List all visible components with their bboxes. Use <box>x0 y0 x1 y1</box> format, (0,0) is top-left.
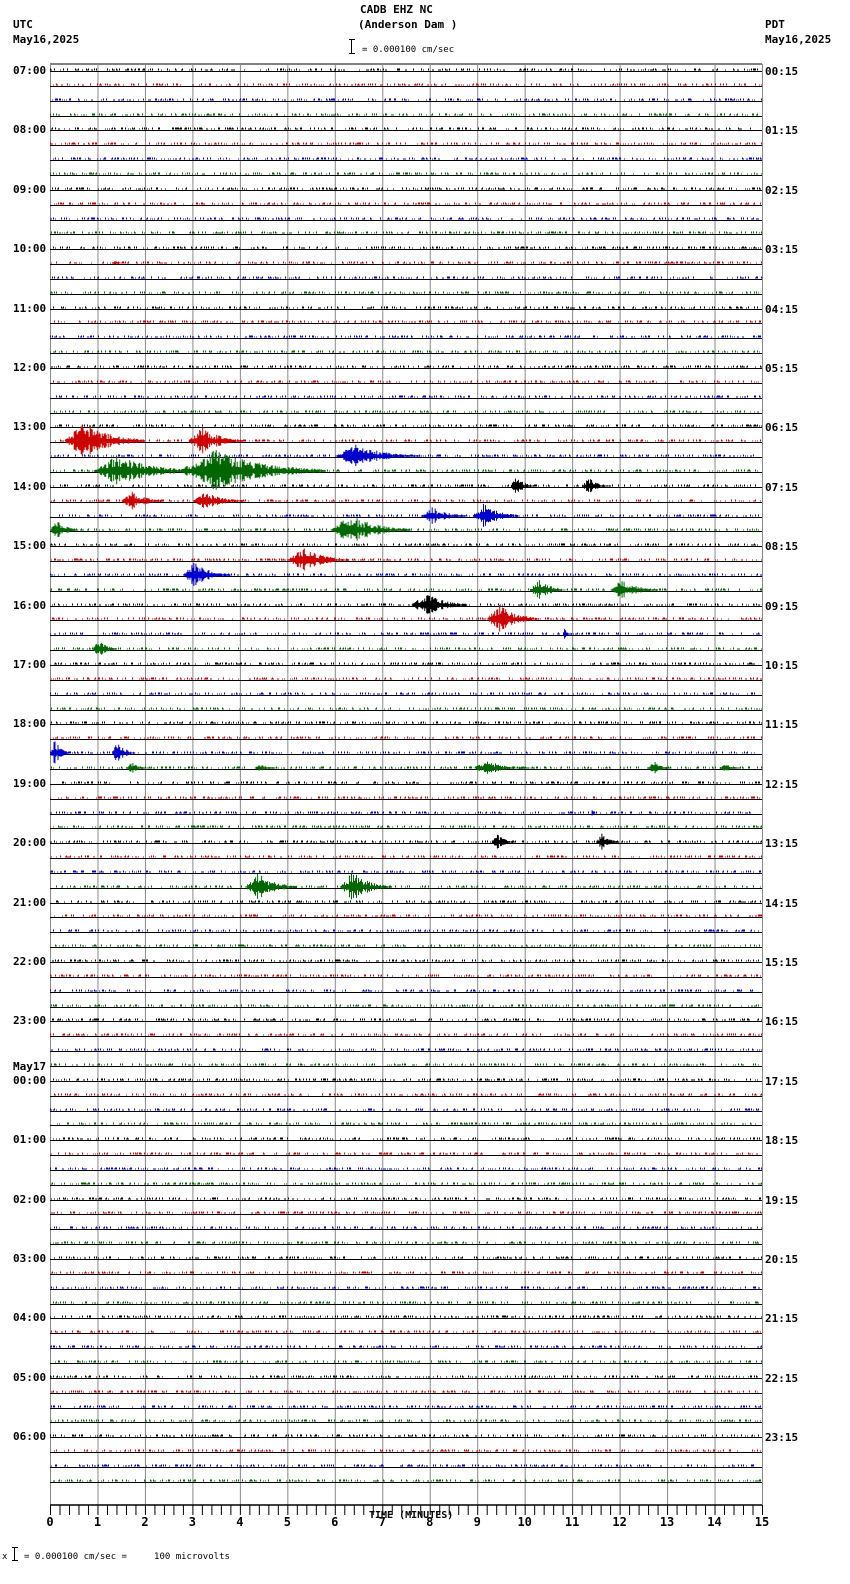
footer-marker: x <box>2 1552 8 1562</box>
utc-time-label: 12:00 <box>13 361 47 374</box>
pdt-time-label: 17:15 <box>765 1074 799 1088</box>
utc-time-label: 22:00 <box>13 955 47 968</box>
pdt-time-label: 12:15 <box>765 777 799 791</box>
x-tick-label: 1 <box>94 1515 101 1529</box>
scale-bar-icon <box>349 39 356 54</box>
pdt-time-label: 06:15 <box>765 421 799 435</box>
utc-time-label: 02:00 <box>13 1192 47 1206</box>
pdt-time-label: 16:15 <box>765 1015 799 1029</box>
pdt-time-label: 08:15 <box>765 540 799 554</box>
utc-time-label: 01:00 <box>13 1133 47 1147</box>
utc-time-label: 00:00 <box>13 1073 47 1087</box>
utc-time-label: 13:00 <box>13 420 47 434</box>
pdt-time-label: 20:15 <box>765 1253 799 1266</box>
utc-time-label: 09:00 <box>13 182 47 196</box>
utc-time-label: 15:00 <box>13 539 47 553</box>
pdt-time-label: 09:15 <box>765 599 799 613</box>
pdt-time-label: 02:15 <box>765 183 799 197</box>
utc-time-label: 20:00 <box>13 836 47 850</box>
x-tick-label: 4 <box>236 1515 243 1529</box>
utc-time-label: 06:00 <box>13 1430 47 1444</box>
x-tick-label: 0 <box>46 1515 53 1529</box>
x-tick-label: 8 <box>426 1515 433 1529</box>
utc-time-label: 03:00 <box>13 1252 47 1265</box>
x-tick-label: 7 <box>379 1515 386 1529</box>
pdt-time-label: 00:15 <box>765 65 799 78</box>
utc-time-label: 10:00 <box>13 242 47 256</box>
x-tick-label: 5 <box>284 1515 291 1529</box>
right-date: May16,2025 <box>765 33 832 46</box>
utc-time-label: 18:00 <box>13 717 47 731</box>
left-timezone: UTC <box>13 18 33 31</box>
x-axis-title: TIME (MINUTES) <box>369 1510 454 1521</box>
pdt-time-label: 03:15 <box>765 243 799 257</box>
pdt-time-label: 18:15 <box>765 1134 799 1148</box>
pdt-time-label: 14:15 <box>765 896 799 910</box>
utc-time-label: 14:00 <box>13 479 47 493</box>
pdt-time-label: 19:15 <box>765 1193 799 1207</box>
x-tick-label: 15 <box>755 1515 769 1529</box>
x-tick-label: 11 <box>565 1515 579 1529</box>
pdt-time-label: 01:15 <box>765 124 799 138</box>
utc-time-label: 19:00 <box>13 776 47 790</box>
utc-time-label: 21:00 <box>13 895 47 909</box>
utc-date-label: May17 <box>13 1059 47 1073</box>
pdt-time-label: 21:15 <box>765 1312 799 1326</box>
left-date: May16,2025 <box>13 33 80 46</box>
pdt-time-label: 23:15 <box>765 1431 799 1445</box>
utc-time-label: 05:00 <box>13 1370 47 1384</box>
x-tick-label: 9 <box>474 1515 481 1529</box>
pdt-time-label: 10:15 <box>765 659 799 672</box>
pdt-time-label: 05:15 <box>765 362 799 375</box>
x-tick-label: 3 <box>189 1515 196 1529</box>
station-title: CADB EHZ NC <box>360 3 433 16</box>
utc-time-label: 07:00 <box>13 64 47 77</box>
pdt-time-label: 13:15 <box>765 837 799 851</box>
x-tick-label: 6 <box>331 1515 338 1529</box>
station-subtitle: (Anderson Dam ) <box>358 18 458 31</box>
x-tick-label: 12 <box>612 1515 626 1529</box>
x-tick-label: 13 <box>660 1515 674 1529</box>
right-timezone: PDT <box>765 18 785 31</box>
scale-text: = 0.000100 cm/sec <box>362 45 455 55</box>
pdt-time-label: 07:15 <box>765 480 799 494</box>
utc-time-label: 08:00 <box>13 123 47 137</box>
utc-time-label: 17:00 <box>13 658 47 671</box>
utc-time-label: 23:00 <box>13 1014 47 1028</box>
x-tick-label: 2 <box>141 1515 148 1529</box>
pdt-time-label: 11:15 <box>765 718 799 732</box>
x-tick-label: 14 <box>707 1515 721 1529</box>
utc-time-label: 04:00 <box>13 1311 47 1325</box>
pdt-time-label: 04:15 <box>765 302 799 316</box>
footer-scale-bar-icon <box>12 1547 19 1561</box>
utc-time-label: 16:00 <box>13 598 47 612</box>
footer-scale-text: = 0.000100 cm/sec = 100 microvolts <box>24 1552 230 1562</box>
x-tick-label: 10 <box>517 1515 531 1529</box>
pdt-time-label: 15:15 <box>765 956 799 969</box>
utc-time-label: 11:00 <box>13 301 47 315</box>
pdt-time-label: 22:15 <box>765 1371 799 1385</box>
